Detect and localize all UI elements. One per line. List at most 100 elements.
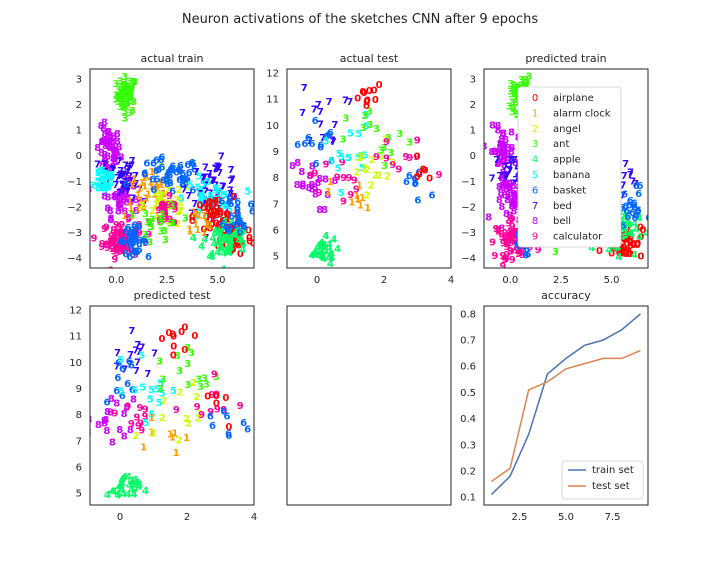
data-point-8: 8 — [497, 140, 504, 151]
data-point-1: 1 — [354, 195, 361, 206]
data-point-7: 7 — [113, 361, 120, 372]
data-point-7: 7 — [301, 83, 308, 94]
data-point-4: 4 — [628, 229, 635, 240]
panel-title: predicted test — [134, 289, 211, 302]
data-point-8: 8 — [98, 148, 105, 159]
data-point-2: 2 — [353, 168, 360, 179]
data-point-0: 0 — [191, 331, 198, 342]
data-point-6: 6 — [619, 221, 626, 232]
data-point-8: 8 — [485, 212, 492, 223]
data-point-6: 6 — [621, 189, 628, 200]
data-point-6: 6 — [127, 229, 134, 240]
data-point-8: 8 — [324, 190, 331, 201]
data-point-9: 9 — [171, 200, 178, 211]
data-point-7: 7 — [216, 168, 223, 179]
data-point-6: 6 — [224, 224, 231, 235]
data-point-4: 4 — [326, 243, 333, 254]
data-point-0: 0 — [627, 249, 634, 260]
data-point-4: 4 — [223, 232, 230, 243]
data-point-9: 9 — [107, 236, 114, 247]
data-point-4: 4 — [621, 212, 628, 223]
data-point-9: 9 — [503, 237, 510, 248]
data-point-0: 0 — [634, 240, 641, 251]
y-tick-label: 9 — [273, 147, 279, 158]
data-point-0: 0 — [215, 223, 222, 234]
data-point-9: 9 — [137, 418, 144, 429]
data-point-8: 8 — [511, 190, 518, 201]
data-point-7: 7 — [513, 175, 520, 186]
data-point-3: 3 — [115, 85, 122, 96]
data-point-0: 0 — [170, 351, 177, 362]
data-point-8: 8 — [306, 183, 313, 194]
data-point-6: 6 — [412, 178, 419, 189]
data-point-7: 7 — [201, 196, 208, 207]
data-point-3: 3 — [406, 137, 413, 148]
data-point-8: 8 — [496, 182, 503, 193]
data-point-6: 6 — [631, 203, 638, 214]
data-point-6: 6 — [158, 155, 165, 166]
data-point-8: 8 — [98, 121, 105, 132]
data-point-8: 8 — [514, 190, 521, 201]
data-point-5: 5 — [355, 153, 362, 164]
data-point-1: 1 — [167, 429, 174, 440]
data-point-7: 7 — [501, 171, 508, 182]
y-tick-label: 10 — [69, 358, 82, 369]
panel-title: predicted train — [525, 52, 606, 65]
data-point-8: 8 — [99, 160, 106, 171]
data-point-3: 3 — [117, 87, 124, 98]
data-point-8: 8 — [127, 198, 134, 209]
data-point-1: 1 — [148, 427, 155, 438]
data-point-8: 8 — [513, 195, 520, 206]
data-point-5: 5 — [210, 199, 217, 210]
data-point-7: 7 — [227, 186, 234, 197]
data-point-6: 6 — [325, 130, 332, 141]
data-point-6: 6 — [233, 220, 240, 231]
data-point-5: 5 — [209, 198, 216, 209]
data-point-2: 2 — [193, 392, 200, 403]
data-point-5: 5 — [212, 184, 219, 195]
data-point-7: 7 — [94, 160, 101, 171]
data-point-5: 5 — [198, 193, 205, 204]
data-point-0: 0 — [219, 216, 226, 227]
data-point-4: 4 — [612, 243, 619, 254]
data-point-4: 4 — [633, 225, 640, 236]
data-point-9: 9 — [311, 169, 318, 180]
data-point-6: 6 — [130, 229, 137, 240]
data-point-8: 8 — [100, 136, 107, 147]
data-point-7: 7 — [507, 161, 514, 172]
data-point-9: 9 — [506, 231, 513, 242]
data-point-5: 5 — [103, 182, 110, 193]
data-point-8: 8 — [100, 137, 107, 148]
data-point-8: 8 — [495, 148, 502, 159]
x-tick-label: 5.0 — [210, 275, 226, 286]
data-point-9: 9 — [120, 229, 127, 240]
data-point-3: 3 — [158, 217, 165, 228]
data-point-1: 1 — [127, 203, 134, 214]
data-point-3: 3 — [184, 380, 191, 391]
data-point-6: 6 — [104, 397, 111, 408]
data-point-6: 6 — [294, 140, 301, 151]
data-point-8: 8 — [102, 157, 109, 168]
data-point-0: 0 — [227, 233, 234, 244]
data-point-9: 9 — [124, 243, 131, 254]
data-point-9: 9 — [501, 233, 508, 244]
data-point-9: 9 — [115, 228, 122, 239]
data-point-2: 2 — [176, 185, 183, 196]
data-point-7: 7 — [208, 201, 215, 212]
data-point-0: 0 — [416, 169, 423, 180]
panel-title: accuracy — [541, 289, 591, 302]
data-point-8: 8 — [107, 206, 114, 217]
data-point-9: 9 — [120, 242, 127, 253]
data-point-5: 5 — [338, 152, 345, 163]
data-point-7: 7 — [207, 197, 214, 208]
data-point-5: 5 — [197, 199, 204, 210]
data-point-9: 9 — [110, 247, 117, 258]
data-point-6: 6 — [225, 431, 232, 442]
data-point-9: 9 — [166, 214, 173, 225]
data-point-4: 4 — [619, 223, 626, 234]
data-point-6: 6 — [317, 143, 324, 154]
data-point-9: 9 — [121, 239, 128, 250]
data-point-8: 8 — [85, 415, 92, 426]
data-point-6: 6 — [301, 139, 308, 150]
data-point-7: 7 — [196, 187, 203, 198]
